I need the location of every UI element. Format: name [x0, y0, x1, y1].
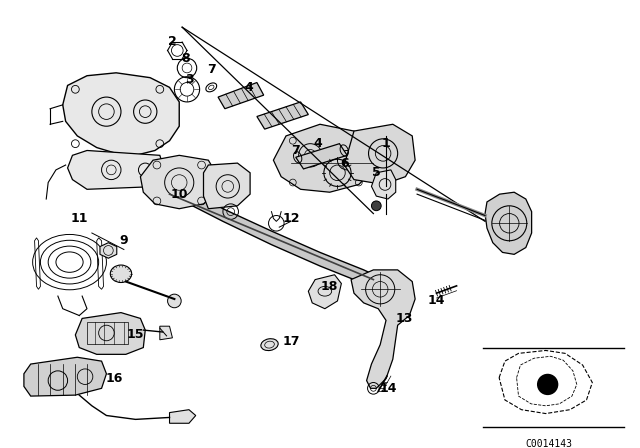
Polygon shape: [351, 270, 415, 388]
Text: 6: 6: [340, 157, 349, 170]
Polygon shape: [296, 144, 347, 169]
Polygon shape: [257, 102, 308, 129]
Polygon shape: [344, 124, 415, 185]
Text: 16: 16: [106, 372, 123, 385]
Circle shape: [537, 374, 558, 395]
Circle shape: [168, 294, 181, 308]
Text: 14: 14: [380, 382, 397, 395]
Text: 4: 4: [244, 81, 253, 94]
Polygon shape: [68, 151, 164, 190]
Polygon shape: [170, 409, 196, 423]
Polygon shape: [371, 170, 396, 199]
Polygon shape: [76, 313, 145, 354]
Polygon shape: [140, 155, 218, 209]
Text: 7: 7: [291, 144, 300, 157]
Text: 4: 4: [314, 137, 323, 150]
Text: 1: 1: [381, 137, 390, 150]
Polygon shape: [204, 163, 250, 209]
Text: 18: 18: [321, 280, 339, 293]
Polygon shape: [164, 185, 378, 291]
Text: 7: 7: [207, 64, 216, 77]
Polygon shape: [485, 192, 532, 254]
Text: 11: 11: [70, 212, 88, 225]
Polygon shape: [308, 275, 341, 309]
Polygon shape: [63, 73, 179, 155]
Polygon shape: [160, 326, 172, 340]
Ellipse shape: [261, 339, 278, 351]
Polygon shape: [273, 124, 373, 192]
Text: 5: 5: [372, 166, 381, 179]
Text: C0014143: C0014143: [525, 439, 572, 448]
Text: 14: 14: [428, 294, 445, 307]
Text: 2: 2: [168, 35, 177, 48]
Text: 12: 12: [282, 212, 300, 225]
Text: 8: 8: [182, 52, 190, 65]
Polygon shape: [24, 357, 106, 396]
Text: 10: 10: [170, 188, 188, 201]
Polygon shape: [218, 82, 264, 109]
Text: 3: 3: [186, 73, 194, 86]
Text: 9: 9: [120, 234, 128, 247]
Text: 17: 17: [282, 335, 300, 348]
Bar: [87, 322, 128, 344]
Circle shape: [371, 201, 381, 211]
Ellipse shape: [110, 265, 132, 283]
Text: 15: 15: [127, 328, 144, 341]
Polygon shape: [100, 243, 116, 258]
Text: 13: 13: [396, 312, 413, 325]
